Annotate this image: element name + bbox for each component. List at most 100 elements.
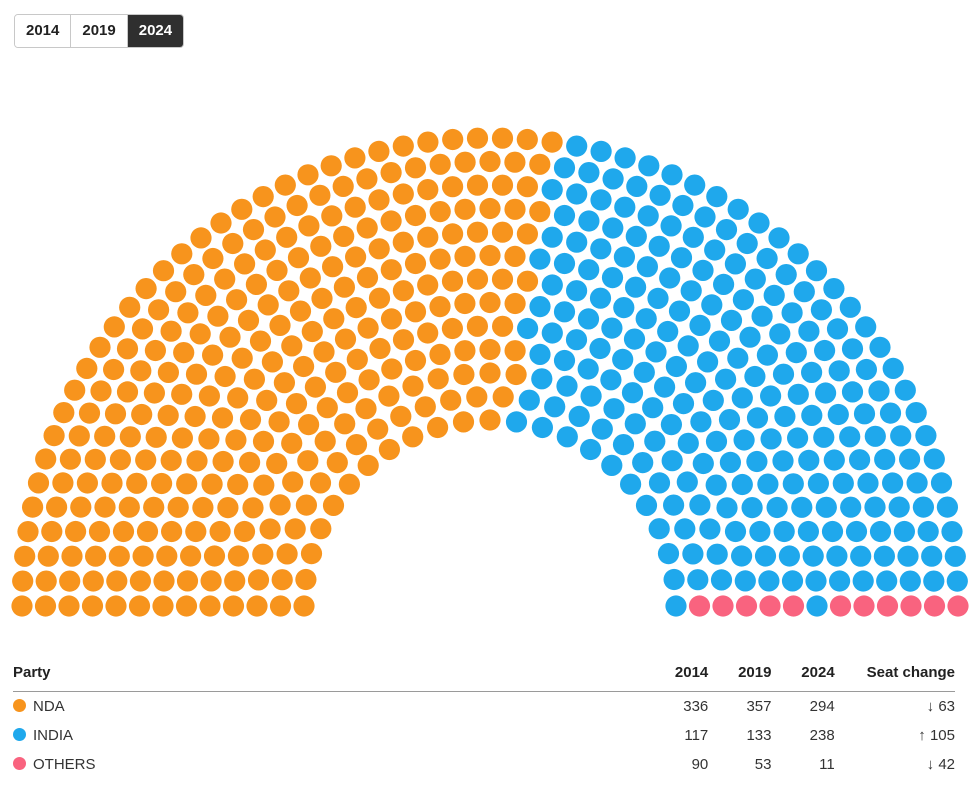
seat-nda bbox=[479, 197, 501, 220]
seat-nda bbox=[380, 308, 403, 330]
seat-india bbox=[801, 404, 823, 426]
seat-india bbox=[577, 308, 600, 330]
seat-others bbox=[759, 595, 781, 617]
seat-nda bbox=[309, 184, 331, 206]
seat-nda bbox=[346, 348, 368, 370]
seat-nda bbox=[252, 186, 274, 208]
seat-india bbox=[654, 376, 676, 398]
seats-2024: 294 bbox=[809, 698, 835, 715]
seat-nda bbox=[504, 340, 526, 362]
seat-india bbox=[591, 418, 613, 440]
seat-india bbox=[670, 247, 693, 269]
seat-nda bbox=[313, 341, 335, 363]
year-button-2014[interactable]: 2014 bbox=[15, 15, 72, 47]
seat-nda bbox=[286, 194, 308, 217]
seat-india bbox=[839, 296, 861, 318]
seat-nda bbox=[82, 570, 104, 592]
seat-nda bbox=[378, 385, 400, 407]
seat-india bbox=[648, 518, 670, 540]
seat-india bbox=[888, 496, 910, 518]
seat-nda bbox=[322, 256, 344, 278]
seat-india bbox=[601, 267, 624, 289]
seat-india bbox=[505, 411, 528, 433]
seat-nda bbox=[148, 299, 170, 321]
seat-nda bbox=[441, 270, 464, 292]
seat-india bbox=[661, 450, 683, 472]
seat-nda bbox=[345, 297, 367, 319]
seat-india bbox=[692, 452, 714, 475]
seat-india bbox=[529, 296, 551, 318]
year-button-2024[interactable]: 2024 bbox=[127, 15, 184, 47]
seat-nda bbox=[217, 497, 239, 519]
seat-nda bbox=[225, 429, 247, 451]
seat-india bbox=[744, 268, 766, 290]
seat-nda bbox=[414, 396, 436, 418]
year-button-2019[interactable]: 2019 bbox=[71, 15, 128, 47]
seat-india bbox=[841, 381, 864, 403]
seat-nda bbox=[300, 543, 323, 565]
seat-nda bbox=[273, 372, 295, 394]
seat-india bbox=[705, 430, 728, 452]
seat-nda bbox=[152, 260, 175, 282]
seat-india bbox=[815, 382, 837, 404]
seats-2014: 336 bbox=[683, 698, 709, 715]
seat-india bbox=[760, 428, 782, 450]
seat-india bbox=[894, 379, 916, 401]
seat-nda bbox=[442, 128, 464, 151]
seat-india bbox=[565, 329, 588, 351]
seat-nda bbox=[12, 570, 34, 592]
seat-nda bbox=[84, 448, 106, 470]
seat-india bbox=[602, 168, 624, 190]
seat-nda bbox=[429, 296, 451, 318]
seat-india bbox=[668, 300, 691, 322]
seat-nda bbox=[116, 338, 139, 360]
seat-india bbox=[677, 335, 699, 357]
seat-india bbox=[821, 520, 844, 543]
arrow-up-icon: ↑ bbox=[918, 727, 926, 744]
seat-nda bbox=[268, 411, 290, 433]
seats-2019: 133 bbox=[746, 727, 772, 744]
seat-nda bbox=[381, 358, 403, 380]
seats-2024: 11 bbox=[819, 756, 835, 773]
seat-india bbox=[682, 226, 704, 248]
seat-nda bbox=[466, 221, 489, 243]
seat-nda bbox=[368, 140, 390, 162]
seat-india bbox=[544, 396, 566, 418]
seat-nda bbox=[195, 284, 217, 306]
seat-nda bbox=[239, 409, 262, 431]
seat-india bbox=[829, 570, 851, 592]
seat-india bbox=[774, 405, 796, 428]
seat-india bbox=[805, 570, 827, 592]
seat-india bbox=[899, 570, 921, 592]
seat-nda bbox=[175, 595, 198, 617]
seat-india bbox=[801, 361, 823, 383]
seat-india bbox=[906, 472, 928, 494]
seat-nda bbox=[358, 369, 380, 391]
seat-nda bbox=[392, 183, 414, 205]
seat-nda bbox=[88, 520, 111, 543]
arrow-down-icon: ↓ bbox=[926, 756, 935, 773]
seat-nda bbox=[442, 176, 464, 198]
seat-india bbox=[810, 299, 833, 321]
seat-india bbox=[746, 450, 768, 473]
seat-nda bbox=[392, 231, 414, 253]
seat-nda bbox=[185, 520, 207, 543]
seat-nda bbox=[136, 520, 159, 543]
seats-2019: 53 bbox=[754, 756, 772, 773]
seat-nda bbox=[131, 318, 154, 340]
seat-india bbox=[566, 231, 588, 253]
seat-nda bbox=[297, 450, 319, 472]
seat-nda bbox=[259, 518, 281, 540]
seat-india bbox=[706, 186, 728, 208]
seat-india bbox=[636, 256, 659, 278]
seat-india bbox=[806, 595, 828, 617]
seat-india bbox=[828, 360, 850, 382]
seat-india bbox=[787, 383, 809, 405]
seat-others bbox=[876, 595, 899, 617]
seat-nda bbox=[128, 595, 151, 617]
seat-nda bbox=[132, 545, 154, 567]
seat-nda bbox=[224, 570, 246, 592]
seat-nda bbox=[167, 496, 189, 518]
seat-nda bbox=[34, 595, 57, 617]
seat-nda bbox=[58, 595, 80, 617]
